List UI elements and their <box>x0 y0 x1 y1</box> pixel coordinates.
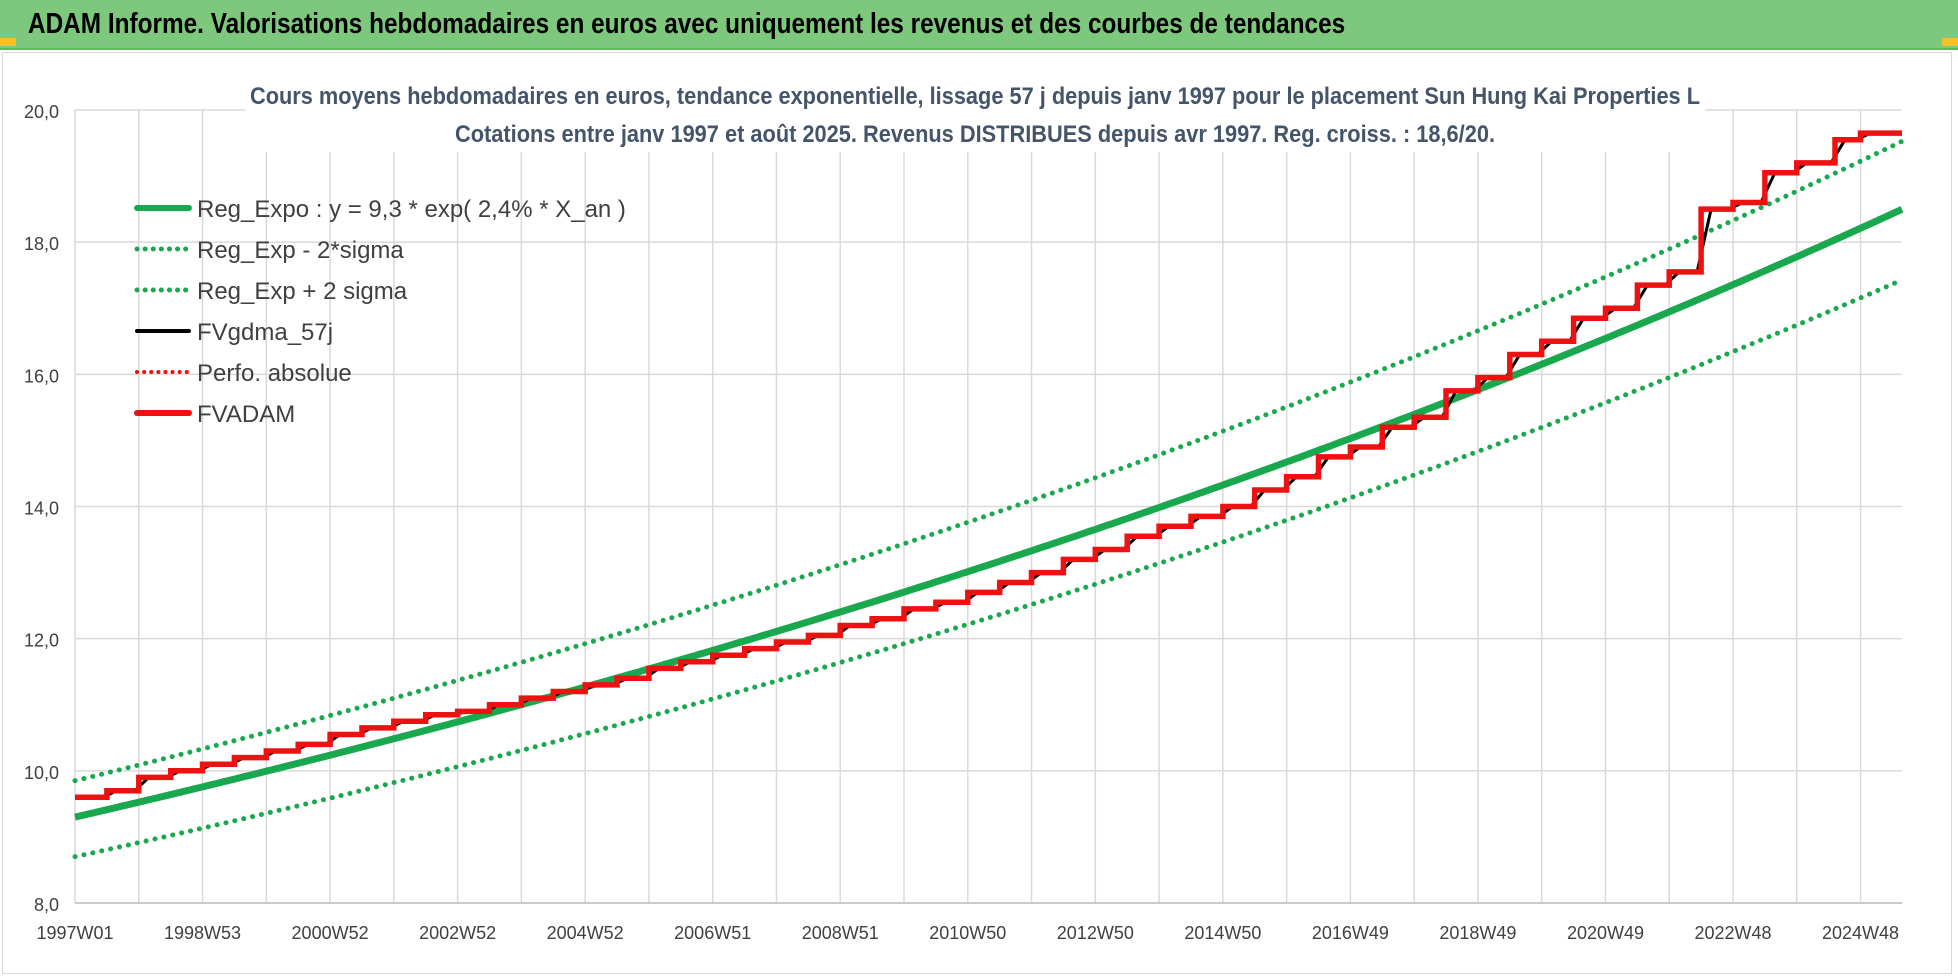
y-tick-label: 14,0 <box>24 499 59 519</box>
legend-label: Reg_Exp - 2*sigma <box>197 237 404 264</box>
x-tick-label: 2006W51 <box>674 923 751 943</box>
x-tick-label: 2024W48 <box>1822 923 1899 943</box>
header-bar: ADAM Informe. Valorisations hebdomadaire… <box>0 0 1958 50</box>
y-tick-label: 20,0 <box>24 102 59 122</box>
x-tick-label: 2014W50 <box>1184 923 1261 943</box>
x-tick-label: 2002W52 <box>419 923 496 943</box>
x-tick-label: 2018W49 <box>1439 923 1516 943</box>
x-tick-label: 1997W01 <box>36 923 113 943</box>
chart-frame <box>2 52 1952 974</box>
page-title: ADAM Informe. Valorisations hebdomadaire… <box>28 8 1346 40</box>
series-reg-exp-minus-2-sigma <box>72 277 1905 860</box>
chart-title-line2: Cotations entre janv 1997 et août 2025. … <box>455 121 1495 148</box>
x-tick-label: 2012W50 <box>1057 923 1134 943</box>
legend-label: Reg_Exp + 2 sigma <box>197 278 408 305</box>
chart-grid <box>74 109 1902 904</box>
x-tick-label: 2004W52 <box>547 923 624 943</box>
chart-titles: Cours moyens hebdomadaires en euros, ten… <box>245 76 1705 152</box>
y-tick-label: 8,0 <box>34 895 59 915</box>
axes: 8,0 10,0 12,0 14,0 16,0 18,0 20,0 1997W01 1998W5… <box>24 102 1902 943</box>
y-tick-label: 16,0 <box>24 366 59 386</box>
series-fvadam <box>75 130 1902 801</box>
x-tick-label: 1998W53 <box>164 923 241 943</box>
x-tick-label: 2020W49 <box>1567 923 1644 943</box>
chart-legend: Reg_Expo : y = 9,3 * exp( 2,4% * X_an ) R… <box>134 196 626 428</box>
corner-mark-left <box>0 38 16 46</box>
x-tick-label: 2008W51 <box>802 923 879 943</box>
legend-label: FVgdma_57j <box>197 319 333 346</box>
legend-label: Reg_Expo : y = 9,3 * exp( 2,4% * X_an ) <box>197 196 626 223</box>
y-tick-label: 12,0 <box>24 631 59 651</box>
title-background <box>245 76 1705 152</box>
chart-title-line1: Cours moyens hebdomadaires en euros, ten… <box>250 83 1700 110</box>
y-tick-label: 10,0 <box>24 763 59 783</box>
y-tick-label: 18,0 <box>24 234 59 254</box>
x-tick-label: 2016W49 <box>1312 923 1389 943</box>
series-fvgdma-57j <box>75 131 1902 799</box>
x-tick-label: 2000W52 <box>292 923 369 943</box>
legend-label: Perfo. absolue <box>197 360 352 387</box>
x-tick-label: 2022W48 <box>1694 923 1771 943</box>
series-reg-expo <box>74 206 1904 821</box>
x-tick-label: 2010W50 <box>929 923 1006 943</box>
plot-area <box>72 130 1905 860</box>
corner-mark-right <box>1942 38 1958 46</box>
legend-label: FVADAM <box>197 401 295 428</box>
